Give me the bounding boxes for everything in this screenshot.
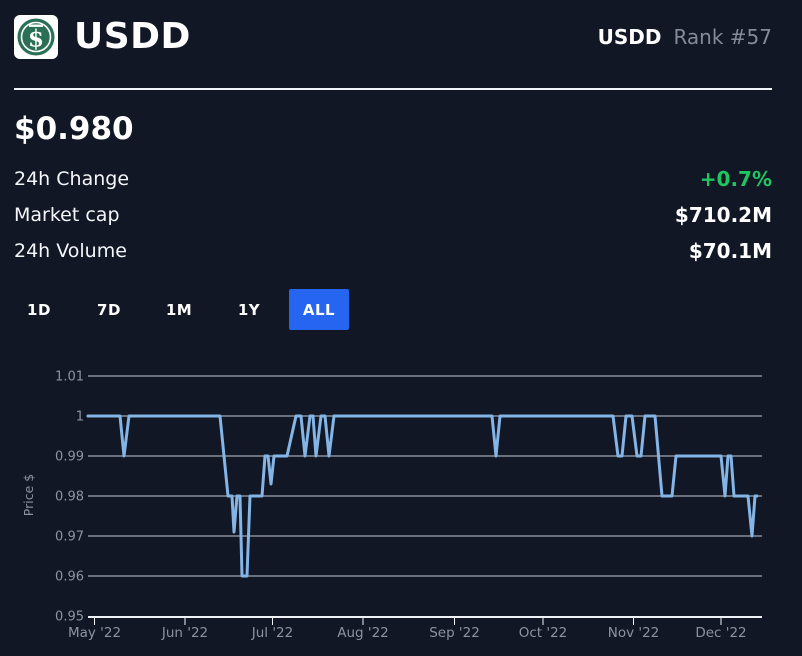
svg-text:Oct '22: Oct '22 — [519, 625, 568, 641]
change-value: +0.7% — [699, 167, 772, 192]
svg-text:0.97: 0.97 — [55, 530, 84, 545]
svg-text:Dec '22: Dec '22 — [695, 625, 746, 641]
stat-label: 24h Volume — [14, 240, 127, 263]
header: $ USDD USDD Rank #57 — [0, 0, 802, 60]
timeframe-all-button[interactable]: ALL — [289, 289, 349, 331]
svg-text:1.01: 1.01 — [55, 370, 84, 385]
timeframe-1d-button[interactable]: 1D — [9, 289, 69, 330]
svg-text:Sep '22: Sep '22 — [429, 625, 480, 641]
svg-text:May '22: May '22 — [68, 625, 121, 641]
volume-value: $70.1M — [688, 239, 772, 264]
svg-text:0.98: 0.98 — [55, 490, 84, 505]
timeframe-1y-button[interactable]: 1Y — [219, 289, 279, 330]
timeframe-1m-button[interactable]: 1M — [149, 289, 209, 330]
svg-text:Nov '22: Nov '22 — [608, 625, 660, 641]
stat-row-24h-change: 24h Change +0.7% — [0, 161, 802, 197]
price-chart[interactable]: 1.01 1 0.99 0.98 0.97 0.96 0.95 May '22 Jun '22 J… — [0, 355, 802, 656]
svg-text:Jul '22: Jul '22 — [251, 625, 293, 641]
svg-text:0.99: 0.99 — [55, 450, 84, 465]
svg-text:$: $ — [28, 26, 44, 53]
stat-label: 24h Change — [14, 168, 130, 191]
stats-list: 24h Change +0.7% Market cap $710.2M 24h … — [0, 161, 802, 269]
stat-row-market-cap: Market cap $710.2M — [0, 197, 802, 233]
header-divider — [14, 88, 772, 90]
svg-text:0.96: 0.96 — [55, 570, 84, 585]
dollar-coin-icon: $ — [14, 15, 58, 59]
svg-text:Price $: Price $ — [21, 474, 36, 516]
svg-text:Aug '22: Aug '22 — [337, 625, 389, 641]
rank-badge: Rank #57 — [673, 25, 772, 49]
current-price: $0.980 — [14, 111, 134, 147]
svg-text:Jun '22: Jun '22 — [161, 625, 208, 641]
stat-row-24h-volume: 24h Volume $70.1M — [0, 233, 802, 269]
stat-label: Market cap — [14, 204, 120, 227]
header-right: USDD Rank #57 — [598, 25, 772, 49]
coin-symbol: USDD — [597, 25, 662, 49]
timeframe-selector: 1D 7D 1M 1Y ALL — [9, 289, 802, 331]
page-title: USDD — [74, 16, 191, 57]
svg-text:0.95: 0.95 — [55, 610, 84, 625]
timeframe-7d-button[interactable]: 7D — [79, 289, 139, 330]
svg-text:1: 1 — [76, 410, 84, 425]
market-cap-value: $710.2M — [674, 203, 772, 228]
